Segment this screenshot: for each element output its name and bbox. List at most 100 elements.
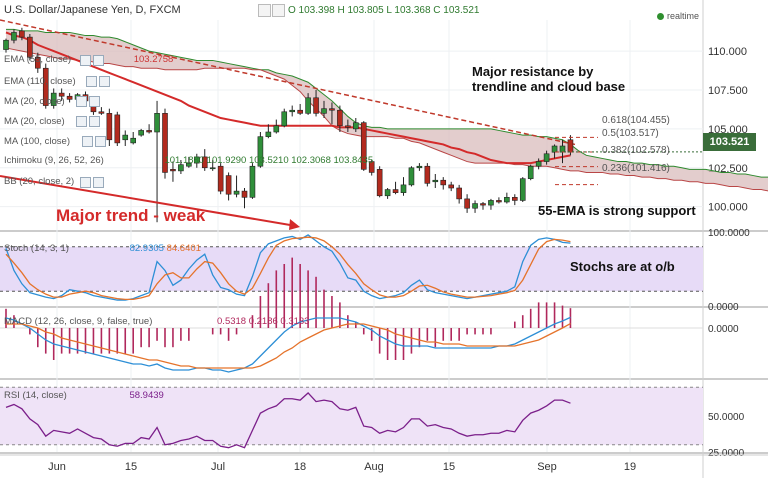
candle [368, 161, 375, 173]
rsi-band [0, 387, 703, 445]
realtime-label: realtime [667, 11, 700, 21]
time-tick-label: Sep [537, 461, 557, 473]
resistance-trendline [0, 19, 576, 146]
candle [3, 39, 9, 50]
candle [209, 167, 216, 170]
candle [511, 197, 518, 201]
candle [249, 165, 256, 198]
candle [42, 67, 49, 106]
legend-ema55[interactable]: EMA (55, close) 103.2758 [4, 54, 173, 65]
candle [138, 130, 144, 136]
candle [448, 184, 455, 189]
legend-ichimoku-label: Ichimoku (9, 26, 52, 26) [4, 155, 104, 166]
legend-ema55-label: EMA (55, close) [4, 54, 72, 65]
candle [58, 92, 65, 97]
candle [265, 131, 272, 137]
candle [305, 97, 311, 114]
macd-line [5, 316, 571, 373]
rsi-tick-label: 25.0000 [708, 448, 745, 459]
eye-icon[interactable] [76, 116, 87, 127]
ohlc-readout: O 103.398 H 103.805 L 103.368 C 103.521 [288, 5, 480, 16]
annotation-trend: Major trend - weak [56, 206, 206, 225]
trend-arrow-line [0, 175, 297, 227]
legend-ma100[interactable]: MA (100, close) [4, 136, 70, 147]
legend-ma20-b[interactable]: MA (20, close) [4, 116, 65, 127]
candle [313, 97, 319, 114]
ema55-controls[interactable] [80, 55, 104, 66]
legend-rsi[interactable]: RSI (14, close) 58.9439 [4, 390, 164, 401]
candle [194, 156, 200, 164]
fib-label-0382: 0.382(102.578) [602, 145, 670, 156]
time-tick-label: Jul [211, 461, 225, 473]
settings-icon[interactable] [89, 116, 100, 127]
candle [535, 161, 542, 167]
last-price-badge: 103.521 [703, 133, 756, 151]
ma20a-controls[interactable] [76, 96, 100, 107]
ema55-line [5, 31, 571, 165]
annotation-resistance-line2: trendline and cloud base [472, 79, 626, 94]
ema110-controls[interactable] [86, 76, 110, 87]
candle [297, 109, 303, 114]
legend-stoch[interactable]: Stoch (14, 3, 1) 82.9305 84.6401 [4, 243, 201, 254]
candle [551, 145, 558, 153]
macd-tick-label: 0.0000 [708, 324, 739, 335]
candle [345, 125, 351, 128]
eye-icon[interactable] [80, 55, 91, 66]
legend-ema110[interactable]: EMA (110, close) [4, 76, 76, 87]
candle [376, 169, 383, 197]
time-tick-label: 15 [443, 461, 455, 473]
ma100-controls[interactable] [82, 136, 106, 147]
candle [11, 32, 17, 41]
legend-ichimoku[interactable]: Ichimoku (9, 26, 52, 26) 101.1880 101.92… [4, 155, 373, 166]
bb-controls[interactable] [80, 177, 104, 188]
candle [392, 189, 399, 193]
candle [225, 175, 232, 195]
ichimoku-span-b [5, 47, 768, 192]
settings-icon[interactable] [272, 4, 285, 17]
candle [384, 189, 391, 197]
settings-icon[interactable] [89, 96, 100, 107]
candle [456, 187, 462, 200]
candle [50, 92, 57, 106]
candle [98, 111, 105, 114]
eye-icon[interactable] [82, 136, 93, 147]
legend-macd[interactable]: MACD (12, 26, close, 9, false, true) 0.5… [4, 316, 309, 327]
candle [257, 136, 264, 167]
candle [154, 113, 160, 133]
candle [480, 203, 486, 206]
candle [106, 113, 113, 141]
price-tick-label: 100.000 [708, 202, 748, 214]
trend-arrow-head [289, 219, 300, 230]
eye-icon[interactable] [258, 4, 271, 17]
candle [432, 179, 439, 183]
candle [352, 122, 359, 130]
eye-icon[interactable] [76, 96, 87, 107]
candle [408, 167, 415, 186]
candle [66, 95, 73, 100]
candle [233, 190, 240, 195]
candle [337, 109, 343, 127]
stoch-d-line [5, 236, 571, 300]
time-tick-label: 19 [624, 461, 636, 473]
candle [146, 130, 152, 133]
candle [34, 57, 41, 69]
legend-ma20-a[interactable]: MA (20, close) [4, 96, 65, 107]
candle [321, 108, 327, 114]
ma20b-controls[interactable] [76, 116, 100, 127]
candle [400, 184, 407, 193]
legend-rsi-label: RSI (14, close) [4, 390, 67, 401]
time-tick-label: Jun [48, 461, 66, 473]
settings-icon[interactable] [99, 76, 110, 87]
settings-icon[interactable] [93, 177, 104, 188]
settings-icon[interactable] [93, 55, 104, 66]
legend-bb[interactable]: BB (20, close, 2) [4, 176, 75, 187]
eye-icon[interactable] [80, 177, 91, 188]
annotation-stochs: Stochs are at o/b [570, 259, 675, 274]
eye-icon[interactable] [86, 76, 97, 87]
candle [416, 165, 423, 169]
candle [114, 114, 121, 144]
candle [504, 197, 510, 203]
candle [527, 165, 534, 179]
settings-icon[interactable] [95, 136, 106, 147]
candle [543, 153, 550, 162]
